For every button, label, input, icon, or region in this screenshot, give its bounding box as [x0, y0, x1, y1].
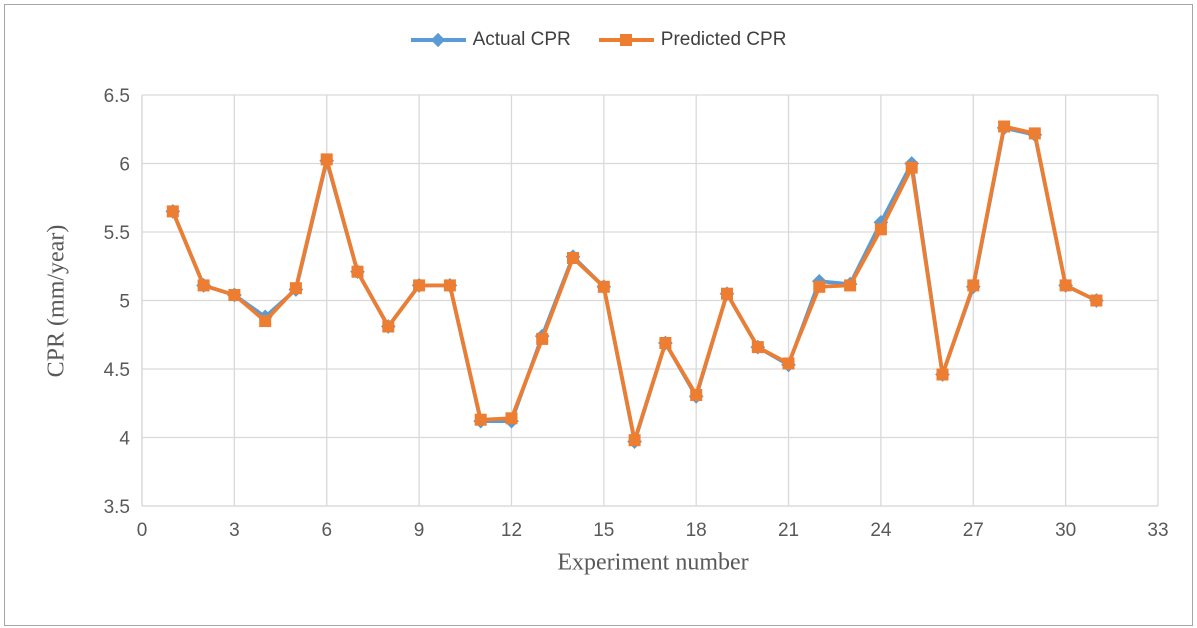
marker-square-predicted-cpr	[259, 315, 272, 328]
marker-square-predicted-cpr	[474, 413, 487, 426]
x-tick-label: 27	[963, 520, 984, 541]
x-tick-label: 33	[1147, 520, 1168, 541]
marker-square-predicted-cpr	[320, 153, 333, 166]
marker-square-predicted-cpr	[690, 389, 703, 401]
y-tick-label: 3.5	[104, 497, 130, 518]
x-tick-label: 24	[870, 520, 892, 541]
legend-label-actual-cpr: Actual CPR	[472, 29, 571, 50]
marker-square-predicted-cpr	[197, 279, 210, 292]
predicted-cpr-line-swatch	[598, 33, 654, 46]
x-tick-label: 12	[501, 520, 522, 541]
y-tick-label: 5.5	[104, 223, 130, 244]
x-tick-label: 3	[229, 520, 240, 541]
marker-square-predicted-cpr	[351, 265, 364, 278]
marker-square-predicted-cpr	[1028, 127, 1041, 140]
x-axis-title: Experiment number	[557, 549, 749, 576]
y-tick-label: 4.5	[104, 360, 130, 381]
marker-square-predicted-cpr	[782, 357, 795, 370]
marker-square-predicted-cpr	[1090, 294, 1103, 307]
marker-square-predicted-cpr	[228, 289, 241, 301]
marker-square-predicted-cpr	[936, 368, 949, 381]
x-tick-label: 30	[1055, 520, 1076, 541]
x-tick-label: 9	[414, 520, 425, 541]
y-tick-label: 6.5	[104, 86, 130, 107]
legend-item-actual-cpr: Actual CPR	[410, 29, 571, 50]
marker-square-predicted-cpr	[905, 161, 918, 174]
marker-square-predicted-cpr	[844, 279, 857, 292]
marker-square-predicted-cpr	[813, 280, 826, 293]
marker-square-predicted-cpr	[998, 120, 1011, 133]
marker-square-predicted-cpr	[413, 279, 426, 292]
marker-square-predicted-cpr	[628, 434, 641, 447]
marker-square-predicted-cpr	[721, 287, 733, 300]
x-tick-label: 0	[137, 520, 148, 541]
marker-square-predicted-cpr	[289, 282, 302, 295]
series-line-predicted-cpr	[171, 124, 1098, 443]
x-tick-label: 18	[686, 520, 707, 541]
legend-item-predicted-cpr: Predicted CPR	[598, 29, 787, 50]
marker-square-predicted-cpr	[443, 279, 456, 292]
marker-square-predicted-cpr	[874, 223, 887, 236]
marker-square-predicted-cpr	[567, 252, 579, 264]
chart-legend: Actual CPR Predicted CPR	[0, 30, 1197, 49]
actual-cpr-line-swatch	[410, 32, 466, 47]
marker-square-predicted-cpr	[536, 332, 549, 345]
x-tick-label: 15	[593, 520, 614, 541]
marker-square-predicted-cpr	[1059, 279, 1072, 292]
marker-square-predicted-cpr	[751, 341, 764, 354]
x-tick-label: 6	[321, 520, 332, 541]
x-tick-label: 21	[778, 520, 799, 541]
square-marker-icon	[620, 33, 633, 46]
marker-square-predicted-cpr	[505, 412, 518, 425]
y-tick-label: 6	[119, 155, 130, 176]
marker-square-predicted-cpr	[382, 320, 395, 333]
y-axis-title: CPR (mm/year)	[43, 224, 70, 378]
legend-label-predicted-cpr: Predicted CPR	[660, 29, 787, 50]
marker-square-predicted-cpr	[597, 280, 610, 293]
y-tick-label: 4	[119, 429, 130, 450]
y-tick-label: 5	[119, 292, 130, 313]
marker-square-predicted-cpr	[166, 205, 179, 218]
marker-square-predicted-cpr	[967, 279, 980, 292]
marker-square-predicted-cpr	[659, 337, 672, 349]
series-line-actual-cpr	[171, 126, 1098, 444]
diamond-marker-icon	[430, 32, 446, 47]
